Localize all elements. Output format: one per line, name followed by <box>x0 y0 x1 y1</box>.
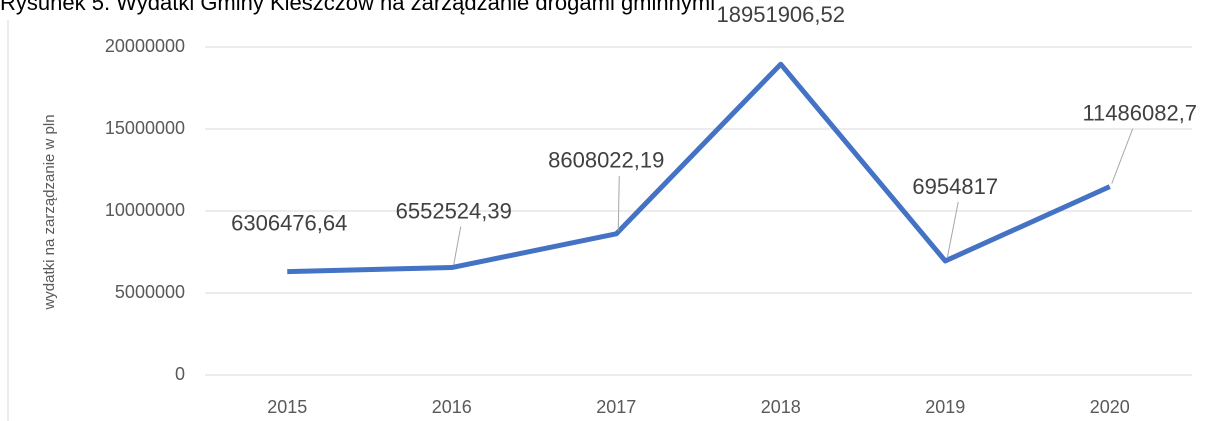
x-tick-label: 2020 <box>1090 397 1130 417</box>
x-tick-label: 2016 <box>432 397 472 417</box>
chart-title: Rysunek 5. Wydatki Gminy Kleszczów na za… <box>0 0 715 15</box>
data-label: 11486082,7 <box>1082 100 1197 125</box>
data-label: 6552524,39 <box>396 198 512 223</box>
y-tick-label: 0 <box>175 364 185 384</box>
x-tick-label: 2015 <box>267 397 307 417</box>
data-line <box>287 61 1111 275</box>
leader-line <box>617 175 620 231</box>
leader-line <box>1111 128 1134 184</box>
y-tick-label: 5000000 <box>115 282 185 302</box>
leader-line <box>453 226 462 265</box>
x-tick-label: 2019 <box>925 397 965 417</box>
data-label: 6306476,64 <box>231 210 347 235</box>
leader-line <box>946 201 959 259</box>
y-tick-label: 15000000 <box>105 118 185 138</box>
y-tick-label: 20000000 <box>105 36 185 56</box>
data-label: 18951906,52 <box>717 2 845 27</box>
data-label: 8608022,19 <box>548 148 664 173</box>
x-tick-label: 2018 <box>761 397 801 417</box>
y-tick-label: 10000000 <box>105 200 185 220</box>
data-label: 6954817 <box>912 174 998 199</box>
y-axis-title: wydatki na zarządzanie w pln <box>41 114 58 310</box>
x-tick-label: 2017 <box>596 397 636 417</box>
